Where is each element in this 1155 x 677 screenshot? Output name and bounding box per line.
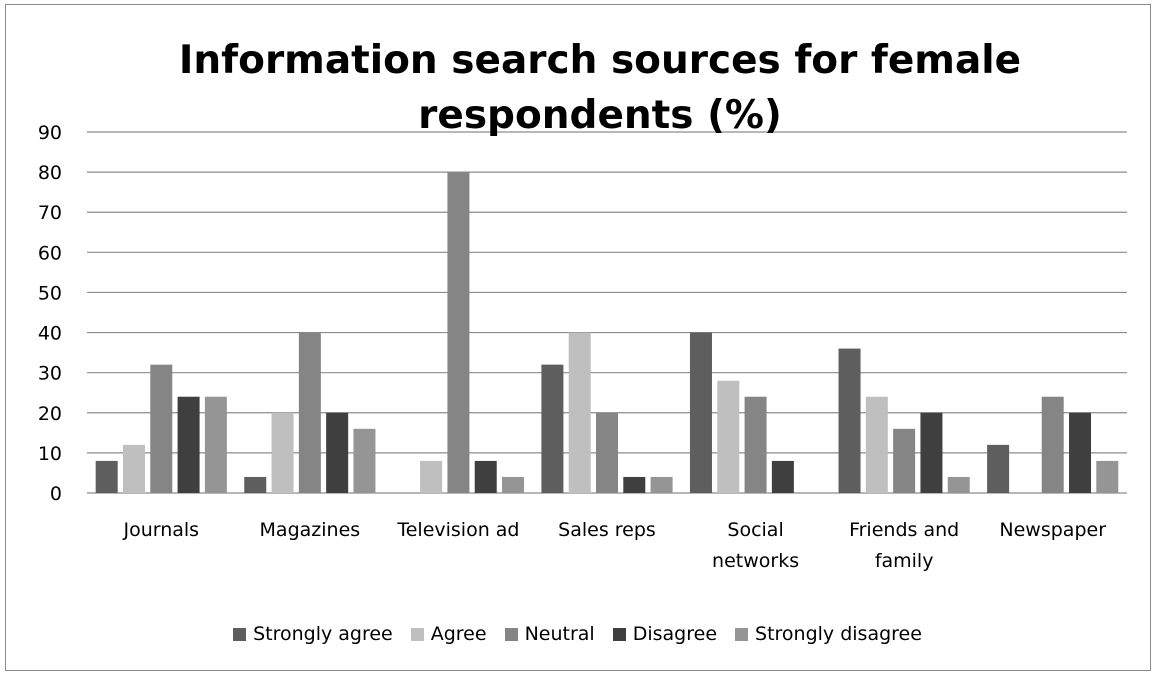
y-tick-label: 90	[38, 122, 62, 144]
x-tick-label: Newspaper	[999, 519, 1106, 541]
y-tick-label: 50	[38, 282, 62, 304]
y-tick-label: 40	[38, 323, 62, 345]
bar-strongly-disagree-1	[353, 428, 376, 493]
legend-swatch	[410, 627, 424, 641]
y-tick-label: 0	[50, 483, 62, 505]
bar-strongly-disagree-0	[204, 396, 227, 493]
bar-agree-2	[420, 460, 443, 493]
legend: Strongly agree Agree Neutral Disagree Strong…	[0, 619, 1155, 649]
bar-agree-4	[717, 380, 740, 493]
x-tick-label: Social	[727, 519, 783, 541]
legend-swatch	[735, 627, 749, 641]
bars	[95, 172, 1119, 493]
y-tick-label: 20	[38, 403, 62, 425]
legend-label: Disagree	[632, 623, 718, 645]
bar-agree-5	[865, 396, 888, 493]
bar-disagree-1	[326, 412, 349, 493]
x-tick-label: Friends and	[849, 519, 959, 541]
bar-disagree-0	[177, 396, 200, 493]
bar-neutral-2	[447, 172, 470, 493]
legend-label: Strongly disagree	[755, 623, 922, 645]
bar-strongly-agree-6	[987, 444, 1010, 493]
legend-item-strongly-disagree: Strongly disagree	[735, 623, 922, 645]
bar-strongly-agree-1	[244, 476, 267, 493]
bar-disagree-2	[474, 460, 497, 493]
legend-item-disagree: Disagree	[612, 623, 718, 645]
bar-strongly-disagree-6	[1096, 460, 1119, 493]
bar-disagree-4	[771, 460, 794, 493]
legend-swatch	[233, 627, 247, 641]
bar-disagree-6	[1069, 412, 1092, 493]
x-tick-label: Sales reps	[558, 519, 656, 541]
legend-swatch	[612, 627, 626, 641]
bar-disagree-3	[623, 476, 646, 493]
bar-strongly-agree-3	[541, 364, 564, 493]
x-tick-label: Journals	[122, 519, 199, 541]
y-tick-label: 80	[38, 162, 62, 184]
bar-neutral-3	[596, 412, 618, 493]
x-tick-label: Television ad	[396, 519, 519, 541]
y-tick-label: 10	[38, 443, 62, 465]
bar-strongly-disagree-2	[502, 476, 525, 493]
bar-neutral-5	[893, 428, 916, 493]
bar-neutral-6	[1041, 396, 1064, 493]
bar-strongly-agree-4	[689, 332, 712, 493]
y-tick-label: 30	[38, 363, 62, 385]
legend-label: Agree	[430, 623, 487, 645]
bar-strongly-disagree-5	[947, 476, 970, 493]
x-tick-label: Magazines	[260, 519, 361, 541]
x-tick-label: family	[875, 550, 934, 572]
legend-label: Strongly agree	[253, 623, 393, 645]
bar-strongly-agree-0	[95, 460, 118, 493]
bar-neutral-1	[298, 332, 321, 493]
bar-strongly-agree-5	[838, 348, 861, 493]
bar-neutral-0	[150, 364, 173, 493]
legend-swatch	[504, 627, 518, 641]
legend-item-neutral: Neutral	[504, 623, 595, 645]
legend-label: Neutral	[524, 623, 595, 645]
chart-title: Information search sources for female re…	[178, 38, 1022, 138]
legend-item-agree: Agree	[410, 623, 487, 645]
bar-strongly-disagree-3	[650, 476, 673, 493]
bar-agree-0	[122, 444, 145, 493]
y-tick-label: 70	[38, 202, 62, 224]
bar-neutral-4	[744, 396, 767, 493]
bar-agree-1	[271, 412, 294, 493]
bar-agree-3	[568, 332, 591, 493]
y-axis-ticks: 0 10 20 30 40 50 60 70 80 90	[38, 122, 62, 505]
legend-item-strongly-agree: Strongly agree	[233, 623, 393, 645]
bar-disagree-5	[920, 412, 943, 493]
x-tick-label: networks	[712, 550, 799, 572]
y-tick-label: 60	[38, 242, 62, 264]
x-axis-ticks: Journals Magazines Television ad Sales reps…	[122, 519, 1106, 572]
